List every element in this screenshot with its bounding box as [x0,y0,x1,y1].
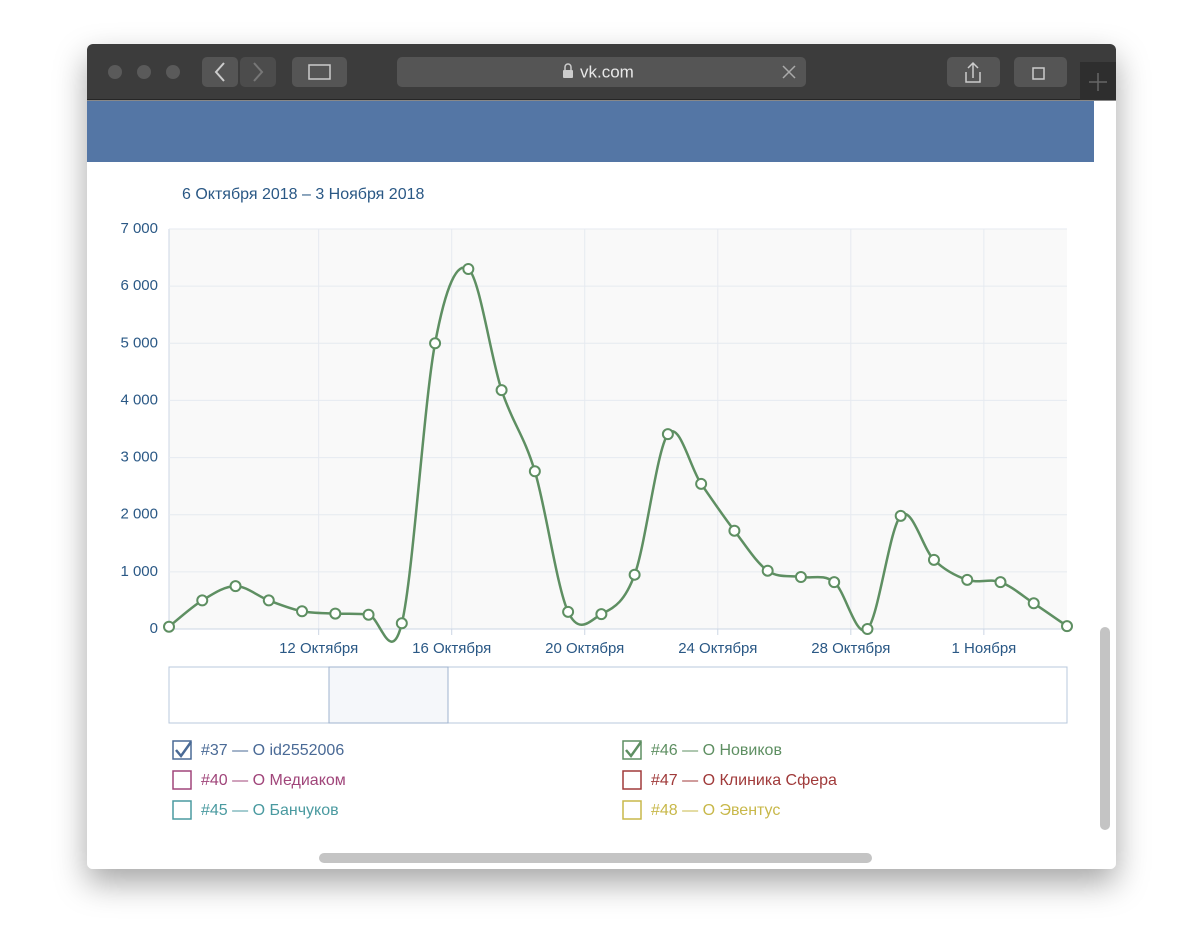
sidebar-button[interactable] [292,57,347,87]
close-button[interactable] [108,65,122,79]
lock-shackle [564,63,572,70]
x-tick-label: 16 Октября [412,640,491,657]
url: vk.com [580,62,634,81]
y-tick-label: 4 000 [120,391,158,408]
chart-subtitle: 6 Октября 2018 – 3 Ноября 2018 [182,186,424,203]
sidebar-icon [308,64,331,80]
y-tick-label: 3 000 [120,449,158,466]
legend-label[interactable]: #37 — О id2552006 [201,742,344,759]
data-point [196,594,209,607]
data-point [329,607,342,620]
data-point [528,465,541,478]
legend-label[interactable]: #40 — О Медиаком [201,772,346,789]
chart: 0 1 000 2 000 3 000 4 000 5 000 6 000 7 000 12 О… [120,220,1073,820]
navigator[interactable] [168,666,1068,724]
tabs-button[interactable] [1014,57,1067,87]
data-point [395,617,408,630]
data-point [296,605,309,618]
legend-check [625,741,643,759]
data-point [961,573,974,586]
data-point [229,580,242,593]
vertical-scrollbar[interactable] [1100,627,1110,830]
forward-icon [253,62,264,82]
legend-checkbox[interactable] [172,770,192,790]
legend-checkbox[interactable] [622,800,642,820]
navigator-selection[interactable] [328,666,449,724]
legend-checkbox[interactable] [172,740,192,760]
data-point [828,576,841,589]
horizontal-scrollbar[interactable] [319,853,872,863]
y-tick-label: 5 000 [120,334,158,351]
data-point [362,608,375,621]
x-tick-label: 1 Ноября [952,640,1017,657]
legend-label[interactable]: #45 — О Банчуков [201,802,339,819]
data-point [761,564,774,577]
data-point [927,553,940,566]
zoom-button[interactable] [166,65,180,79]
x-tick-label: 20 Октября [545,640,624,657]
y-tick-label: 0 [150,620,158,637]
y-tick-label: 6 000 [120,277,158,294]
data-point [1061,620,1073,633]
lock-icon [563,70,573,78]
data-point [495,384,508,397]
tabs-icon [1032,67,1045,80]
legend-label[interactable]: #48 — О Эвентус [651,802,780,819]
x-tick-label: 24 Октября [678,640,757,657]
y-tick-label: 2 000 [120,506,158,523]
plot-area [169,229,1067,629]
address-bar[interactable] [397,57,806,87]
data-point [163,620,175,633]
data-point [794,571,807,583]
legend-label[interactable]: #47 — О Клиника Сфера [651,772,837,789]
data-point [661,428,674,441]
x-tick-label: 12 Октября [279,640,358,657]
data-point [695,477,708,490]
data-point [894,509,907,522]
legend-checkbox[interactable] [172,800,192,820]
legend-checkbox[interactable] [622,740,642,760]
new-tab-icon [1089,73,1107,91]
site-header [87,101,1094,162]
x-tick-label: 28 Октября [811,640,890,657]
legend-check [175,741,193,759]
back-icon [214,62,225,82]
minimize-button[interactable] [137,65,151,79]
forward-button[interactable] [240,57,276,87]
data-point [562,605,575,618]
share-icon [965,61,981,83]
data-point [262,594,275,607]
data-point [994,576,1007,589]
y-tick-label: 1 000 [120,563,158,580]
data-point [462,263,475,275]
data-point [429,337,442,350]
data-point [1027,597,1040,610]
stop-icon[interactable] [782,65,796,79]
y-tick-label: 7 000 [120,220,158,237]
data-point [628,568,641,581]
data-point [861,623,874,635]
legend-label[interactable]: #46 — О Новиков [651,742,782,759]
data-point [595,608,608,621]
legend-checkbox[interactable] [622,770,642,790]
data-point [728,524,741,537]
back-button[interactable] [202,57,238,87]
